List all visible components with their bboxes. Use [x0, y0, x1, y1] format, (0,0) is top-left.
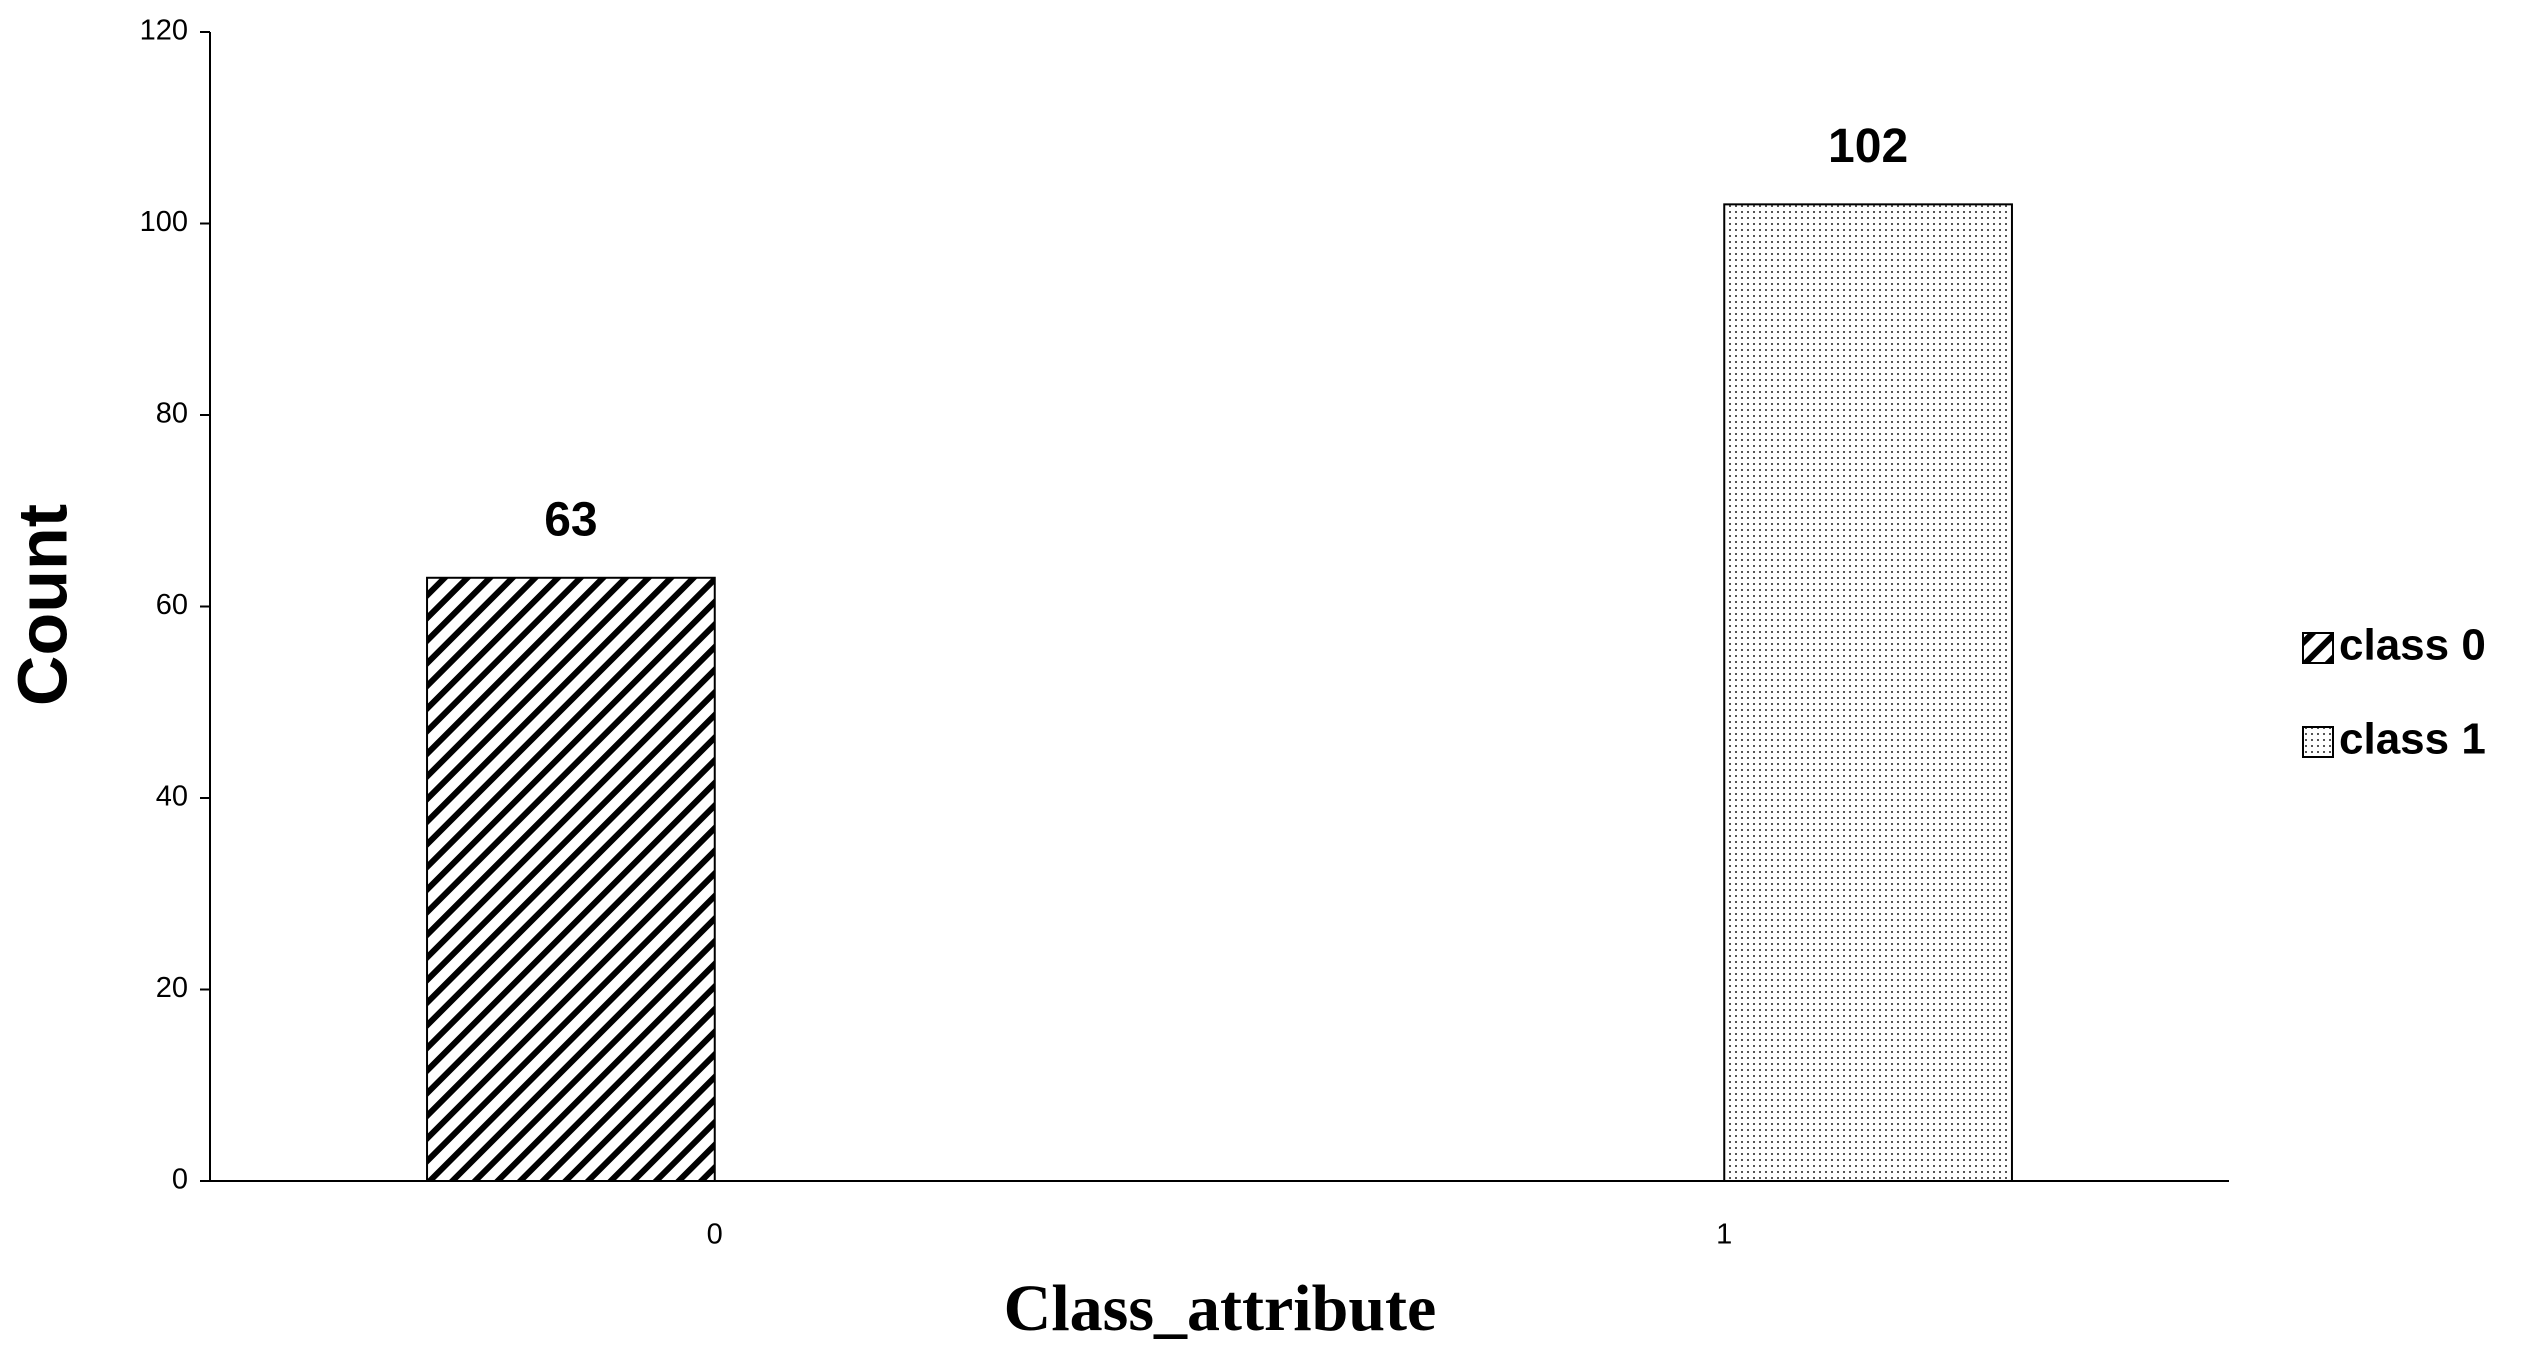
y-tick-label: 80 — [156, 398, 188, 430]
y-tick-label: 0 — [172, 1164, 188, 1196]
bar — [426, 576, 716, 1182]
x-tick-label: 0 — [707, 1219, 723, 1251]
x-tick-label: 1 — [1716, 1219, 1732, 1251]
data-label: 102 — [1828, 120, 1908, 173]
y-tick-label: 120 — [140, 15, 188, 47]
bar — [1723, 203, 2013, 1183]
y-axis-title: Count — [3, 504, 81, 706]
legend-swatch — [2302, 632, 2334, 664]
x-axis-title: Class_attribute — [1004, 1272, 1437, 1345]
legend-label: class 1 — [2339, 715, 2486, 764]
y-tick-label: 40 — [156, 781, 188, 813]
legend-label: class 0 — [2339, 621, 2486, 670]
y-tick-label: 60 — [156, 589, 188, 621]
y-tick-label: 20 — [156, 972, 188, 1004]
y-tick-label: 100 — [140, 206, 188, 238]
legend-swatch — [2302, 726, 2334, 758]
data-label: 63 — [544, 493, 597, 546]
